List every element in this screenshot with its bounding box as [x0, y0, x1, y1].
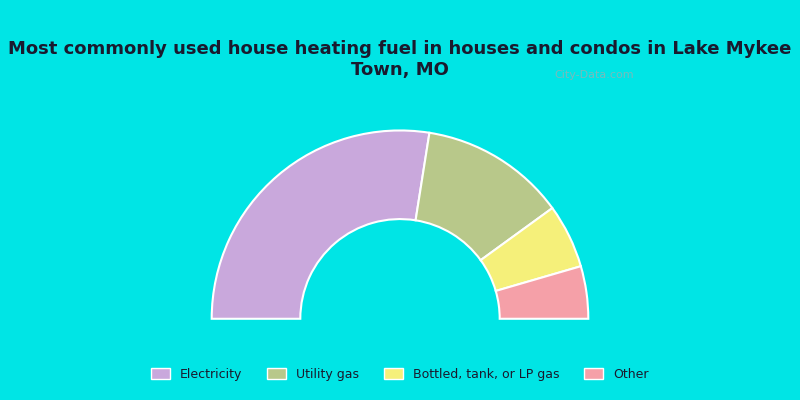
Text: City-Data.com: City-Data.com [554, 70, 634, 80]
Legend: Electricity, Utility gas, Bottled, tank, or LP gas, Other: Electricity, Utility gas, Bottled, tank,… [146, 363, 654, 386]
Wedge shape [415, 133, 552, 260]
Wedge shape [496, 266, 588, 319]
Wedge shape [212, 130, 430, 319]
Text: Most commonly used house heating fuel in houses and condos in Lake Mykee
Town, M: Most commonly used house heating fuel in… [8, 40, 792, 79]
Wedge shape [481, 208, 581, 291]
